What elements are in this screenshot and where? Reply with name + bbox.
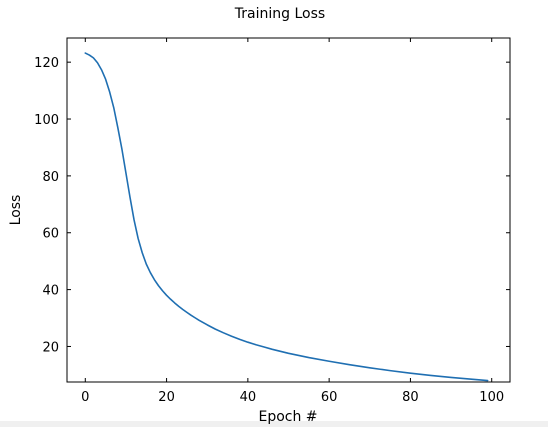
y-tick-label: 120: [34, 56, 59, 71]
x-tick-label: 0: [81, 390, 89, 405]
x-tick-label: 20: [158, 390, 175, 405]
plot-frame: [66, 37, 511, 383]
x-tick-label: 80: [402, 390, 419, 405]
y-axis-label: Loss: [8, 195, 24, 226]
y-tick-label: 40: [42, 284, 59, 299]
y-tick-label: 80: [42, 170, 59, 185]
y-tick-label: 100: [34, 113, 59, 128]
bottom-strip: [0, 421, 548, 427]
y-tick-label: 20: [42, 340, 59, 355]
ticks-layer: 0 20 40 60 80 100 20 40 60 80 100 120: [34, 38, 510, 405]
chart-title: Training Loss: [234, 6, 325, 22]
y-tick-label: 60: [42, 227, 59, 242]
x-axis-label: Epoch #: [258, 409, 317, 425]
series-line-loss: [84, 52, 489, 382]
x-tick-label: 40: [240, 390, 257, 405]
x-tick-label: 100: [479, 390, 504, 405]
x-tick-label: 60: [321, 390, 338, 405]
